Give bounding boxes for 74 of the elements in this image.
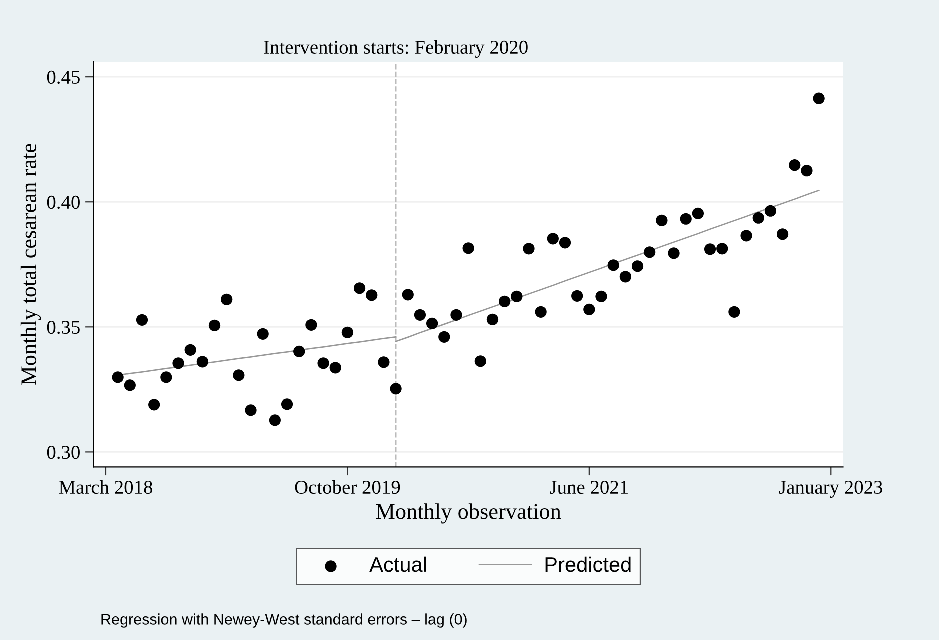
point bbox=[752, 212, 764, 224]
point bbox=[740, 230, 752, 242]
point bbox=[342, 326, 354, 338]
point bbox=[426, 318, 438, 330]
point bbox=[208, 320, 221, 332]
point bbox=[547, 233, 559, 245]
point bbox=[559, 237, 572, 249]
point bbox=[535, 306, 547, 318]
point bbox=[184, 344, 196, 356]
point bbox=[523, 243, 535, 255]
x-tick-label: March 2018 bbox=[59, 480, 152, 494]
point bbox=[281, 398, 294, 410]
text: Regression with Newey-West standard errors – lag (0) bbox=[102, 614, 467, 628]
point bbox=[486, 314, 499, 326]
point bbox=[257, 328, 269, 340]
point bbox=[306, 319, 318, 331]
point bbox=[474, 356, 486, 368]
point bbox=[438, 331, 450, 343]
point bbox=[656, 214, 668, 226]
point bbox=[704, 244, 716, 256]
point bbox=[632, 260, 644, 272]
legend-label: Actual bbox=[370, 556, 426, 572]
y-tick-label: 0.30 bbox=[47, 446, 80, 460]
point bbox=[692, 208, 704, 220]
point bbox=[584, 304, 596, 316]
point bbox=[221, 294, 233, 306]
x-tick-label: June 2021 bbox=[550, 480, 628, 494]
point bbox=[330, 362, 342, 374]
point bbox=[294, 346, 306, 358]
point bbox=[245, 404, 257, 416]
point bbox=[378, 356, 390, 368]
point bbox=[233, 370, 245, 382]
point bbox=[813, 92, 825, 104]
text: Intervention starts: February 2020 bbox=[264, 40, 528, 58]
x-tick-label: October 2019 bbox=[295, 480, 400, 494]
point bbox=[354, 282, 366, 294]
y-tick-label: 0.45 bbox=[47, 70, 80, 84]
point bbox=[366, 290, 378, 302]
point bbox=[801, 165, 813, 177]
point bbox=[728, 306, 740, 318]
point bbox=[450, 309, 462, 321]
point bbox=[390, 383, 402, 395]
point bbox=[462, 242, 474, 254]
point bbox=[511, 290, 523, 302]
point bbox=[124, 380, 136, 392]
point bbox=[620, 271, 632, 283]
y-tick-label: 0.35 bbox=[47, 320, 80, 334]
point bbox=[789, 160, 801, 172]
y-axis-title: Monthly total cesarean rate bbox=[20, 144, 42, 386]
x-axis-title: Monthly observation bbox=[376, 504, 562, 524]
point bbox=[414, 309, 426, 321]
legend-label: Predicted bbox=[546, 556, 631, 572]
point bbox=[499, 296, 511, 308]
point bbox=[196, 356, 208, 368]
point bbox=[776, 228, 789, 240]
y-tick-label: 0.40 bbox=[47, 196, 80, 210]
point bbox=[160, 372, 172, 384]
line-series bbox=[395, 190, 820, 342]
point bbox=[596, 290, 608, 302]
point bbox=[644, 246, 656, 258]
point bbox=[764, 205, 777, 217]
x-tick-label: January 2023 bbox=[779, 480, 882, 498]
point bbox=[608, 260, 620, 272]
point bbox=[716, 243, 728, 255]
point bbox=[680, 213, 692, 225]
point bbox=[112, 372, 124, 384]
point bbox=[136, 314, 148, 326]
point bbox=[668, 248, 680, 260]
point bbox=[269, 414, 281, 426]
point bbox=[572, 290, 584, 302]
point bbox=[172, 358, 184, 370]
point bbox=[148, 399, 160, 411]
point bbox=[402, 289, 414, 301]
point bbox=[318, 358, 330, 370]
